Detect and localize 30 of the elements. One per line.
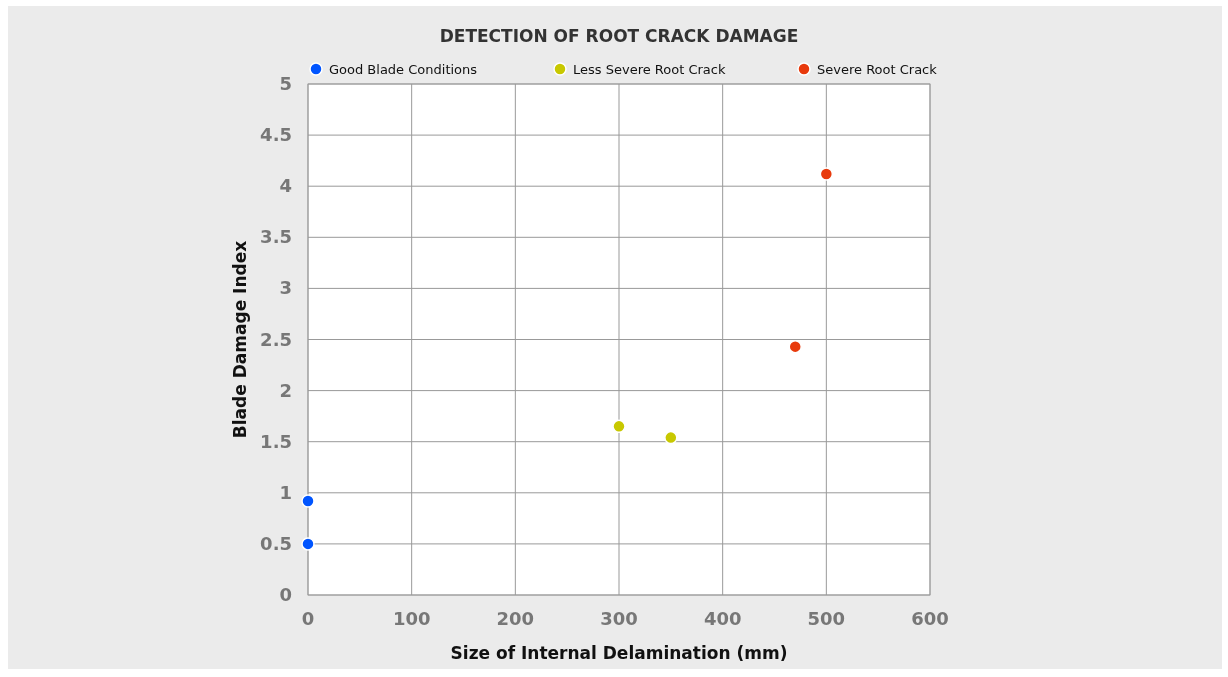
legend-label: Less Severe Root Crack <box>573 62 726 77</box>
x-tick-label: 400 <box>703 608 742 629</box>
y-tick-label: 0.5 <box>260 532 292 554</box>
x-tick-label: 600 <box>911 608 949 629</box>
y-axis-title: Blade Damage Index <box>230 240 250 439</box>
chart-title: DETECTION OF ROOT CRACK DAMAGE <box>439 26 799 46</box>
y-tick-label: 2.5 <box>260 328 292 350</box>
point <box>819 167 834 181</box>
y-tick-label: 5 <box>279 73 292 94</box>
y-tick-label: 3 <box>279 277 292 299</box>
point <box>788 339 802 354</box>
y-tick-label: 2 <box>279 379 292 401</box>
legend-label: Good Blade Conditions <box>329 62 478 77</box>
y-tick-label: 1 <box>279 481 292 503</box>
point <box>664 430 678 445</box>
legend-label: Severe Root Crack <box>817 62 938 77</box>
point <box>301 494 315 508</box>
x-tick-label: 100 <box>392 608 431 629</box>
y-tick-label: 0 <box>279 584 292 605</box>
y-tick-label: 1.5 <box>260 430 292 452</box>
x-tick-label: 300 <box>600 608 638 629</box>
y-tick-label: 3.5 <box>260 226 292 248</box>
x-tick-label: 200 <box>496 608 535 629</box>
point <box>612 419 626 434</box>
x-tick-label: 0 <box>301 608 315 629</box>
x-axis-title: Size of Internal Delamination (mm) <box>450 643 788 663</box>
point <box>301 537 315 551</box>
y-tick-label: 4.5 <box>260 124 292 146</box>
y-tick-label: 4 <box>279 175 292 197</box>
x-tick-label: 500 <box>807 608 846 629</box>
